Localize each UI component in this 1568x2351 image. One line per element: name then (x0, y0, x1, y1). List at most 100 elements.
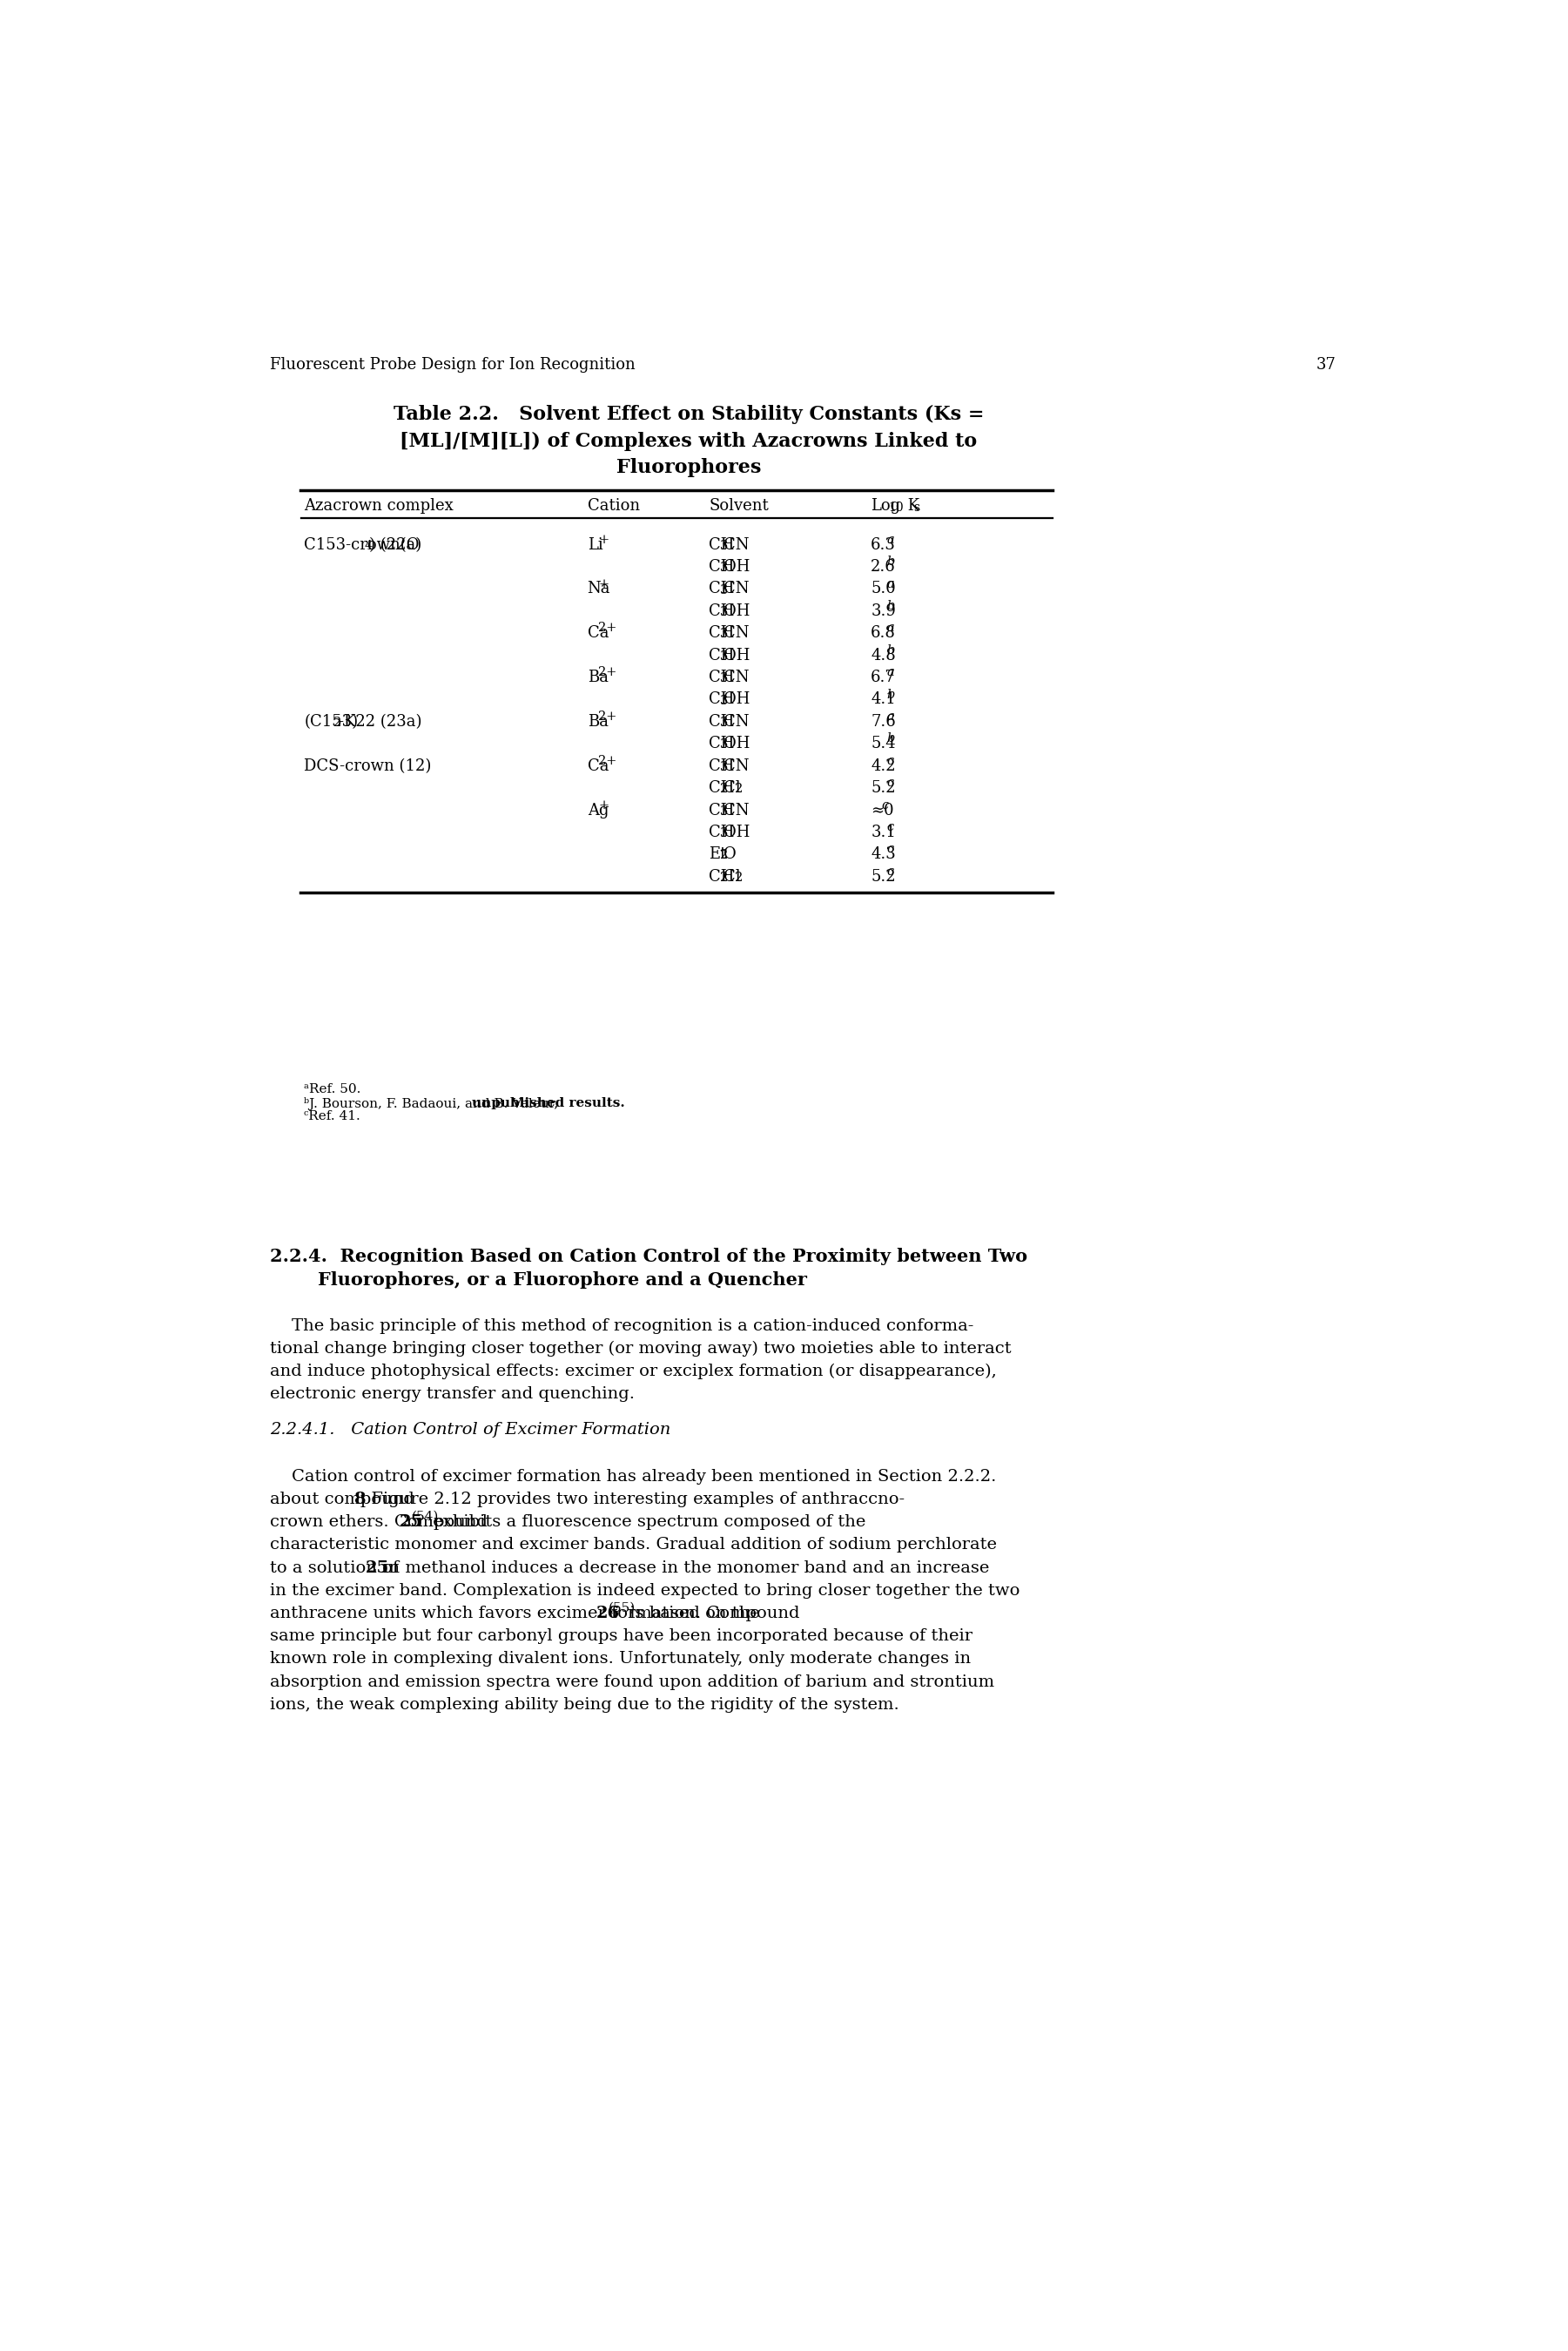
Text: [ML]/[M][L]) of Complexes with Azacrowns Linked to: [ML]/[M][L]) of Complexes with Azacrowns… (400, 433, 977, 451)
Text: 25: 25 (365, 1561, 389, 1575)
Text: 3: 3 (720, 541, 728, 552)
Text: 2: 2 (720, 849, 728, 860)
Text: 3: 3 (720, 562, 728, 574)
Text: absorption and emission spectra were found upon addition of barium and strontium: absorption and emission spectra were fou… (270, 1674, 994, 1690)
Text: CN: CN (724, 670, 750, 686)
Text: s: s (914, 501, 920, 513)
Text: -K22 (23a): -K22 (23a) (339, 715, 422, 729)
Text: (54): (54) (411, 1509, 439, 1523)
Text: +: + (599, 578, 608, 590)
Text: CH: CH (709, 625, 734, 642)
Text: CH: CH (709, 757, 734, 773)
Text: a: a (887, 665, 895, 679)
Text: Log: Log (870, 498, 900, 513)
Text: OH: OH (724, 691, 751, 708)
Text: c: c (887, 865, 894, 877)
Text: Na: Na (588, 581, 610, 597)
Text: CN: CN (724, 536, 750, 552)
Text: +: + (599, 799, 608, 811)
Text: CN: CN (724, 625, 750, 642)
Text: OH: OH (724, 560, 751, 574)
Text: CH: CH (709, 715, 734, 729)
Text: b: b (887, 555, 895, 569)
Text: Table 2.2.   Solvent Effect on Stability Constants (Ks =: Table 2.2. Solvent Effect on Stability C… (394, 404, 983, 423)
Text: b: b (887, 644, 895, 656)
Text: c: c (887, 755, 894, 766)
Text: 3: 3 (720, 804, 728, 818)
Text: Azacrown complex: Azacrown complex (304, 498, 453, 513)
Text: c: c (887, 820, 894, 832)
Text: a: a (887, 710, 895, 722)
Text: ᶜRef. 41.: ᶜRef. 41. (304, 1110, 361, 1121)
Text: CN: CN (724, 581, 750, 597)
Text: OH: OH (724, 647, 751, 663)
Text: Solvent: Solvent (709, 498, 768, 513)
Text: Et: Et (709, 846, 726, 863)
Text: K: K (903, 498, 920, 513)
Text: CH: CH (709, 825, 734, 839)
Text: 7.6: 7.6 (870, 715, 895, 729)
Text: 4: 4 (364, 541, 372, 552)
Text: b: b (887, 734, 895, 745)
Text: about compound: about compound (270, 1491, 420, 1507)
Text: 4.8: 4.8 (870, 647, 895, 663)
Text: CH: CH (709, 781, 734, 797)
Text: 3: 3 (720, 607, 728, 618)
Text: 2: 2 (735, 872, 743, 884)
Text: and induce photophysical effects: excimer or exciplex formation (or disappearanc: and induce photophysical effects: excime… (270, 1364, 997, 1380)
Text: unpublished results.: unpublished results. (472, 1098, 624, 1110)
Text: 5.4: 5.4 (870, 736, 895, 752)
Text: 4.2: 4.2 (870, 757, 895, 773)
Text: CH: CH (709, 581, 734, 597)
Text: known role in complexing divalent ions. Unfortunately, only moderate changes in: known role in complexing divalent ions. … (270, 1650, 971, 1667)
Text: in the excimer band. Complexation is indeed expected to bring closer together th: in the excimer band. Complexation is ind… (270, 1582, 1021, 1599)
Text: 3: 3 (720, 694, 728, 708)
Text: CH: CH (709, 736, 734, 752)
Text: 3: 3 (720, 583, 728, 597)
Text: CH: CH (709, 870, 734, 884)
Text: to a solution of: to a solution of (270, 1561, 405, 1575)
Text: 2: 2 (720, 783, 728, 795)
Text: 2+: 2+ (599, 665, 616, 679)
Text: 3.1: 3.1 (870, 825, 895, 839)
Text: is based on the: is based on the (624, 1606, 760, 1622)
Text: a: a (887, 534, 895, 545)
Text: ᵃRef. 50.: ᵃRef. 50. (304, 1084, 361, 1096)
Text: a: a (887, 578, 895, 590)
Text: OH: OH (724, 736, 751, 752)
Text: 25: 25 (400, 1514, 423, 1531)
Text: CN: CN (724, 802, 750, 818)
Text: 4.1: 4.1 (870, 691, 895, 708)
Text: Ba: Ba (588, 670, 608, 686)
Text: 6.8: 6.8 (870, 625, 895, 642)
Text: 2.2.4.  Recognition Based on Cation Control of the Proximity between Two: 2.2.4. Recognition Based on Cation Contr… (270, 1248, 1027, 1265)
Text: in methanol induces a decrease in the monomer band and an increase: in methanol induces a decrease in the mo… (378, 1561, 989, 1575)
Text: 3: 3 (720, 738, 728, 750)
Text: exhibits a fluorescence spectrum composed of the: exhibits a fluorescence spectrum compose… (428, 1514, 866, 1531)
Text: characteristic monomer and excimer bands. Gradual addition of sodium perchlorate: characteristic monomer and excimer bands… (270, 1538, 997, 1554)
Text: b: b (887, 689, 895, 701)
Text: same principle but four carbonyl groups have been incorporated because of their: same principle but four carbonyl groups … (270, 1629, 972, 1643)
Text: c: c (881, 799, 889, 811)
Text: ) (22a): ) (22a) (368, 536, 422, 552)
Text: CH: CH (709, 560, 734, 574)
Text: (C153): (C153) (304, 715, 358, 729)
Text: O: O (724, 846, 737, 863)
Text: 3: 3 (720, 628, 728, 639)
Text: tional change bringing closer together (or moving away) two moieties able to int: tional change bringing closer together (… (270, 1340, 1011, 1357)
Text: anthracene units which favors excimer formation. Compound: anthracene units which favors excimer fo… (270, 1606, 806, 1622)
Text: (55): (55) (608, 1601, 635, 1613)
Text: 2.2.4.1.   Cation Control of Excimer Formation: 2.2.4.1. Cation Control of Excimer Forma… (270, 1422, 671, 1436)
Text: ᵇJ. Bourson, F. Badaoui, and B. Valeur,: ᵇJ. Bourson, F. Badaoui, and B. Valeur, (304, 1098, 563, 1110)
Text: CH: CH (709, 647, 734, 663)
Text: . Figure 2.12 provides two interesting examples of anthraccno-: . Figure 2.12 provides two interesting e… (361, 1491, 905, 1507)
Text: 3.9: 3.9 (870, 604, 895, 618)
Text: b: b (887, 600, 895, 611)
Text: Ca: Ca (588, 625, 608, 642)
Text: ≈0: ≈0 (870, 802, 894, 818)
Text: Li: Li (588, 536, 602, 552)
Text: 3: 3 (720, 672, 728, 684)
Text: electronic energy transfer and quenching.: electronic energy transfer and quenching… (270, 1387, 635, 1401)
Text: 8: 8 (354, 1491, 367, 1507)
Text: CH: CH (709, 604, 734, 618)
